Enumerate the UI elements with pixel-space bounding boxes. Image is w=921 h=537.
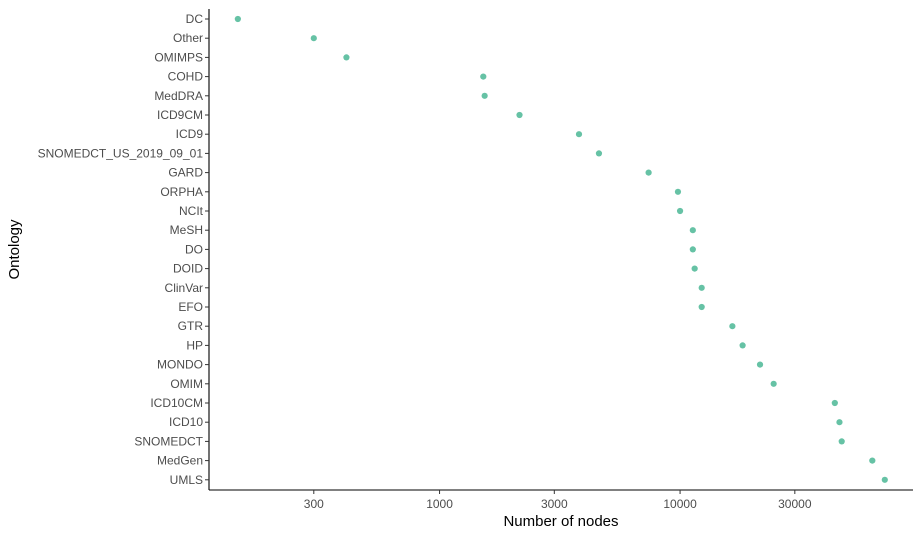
x-tick-label: 30000: [778, 497, 812, 511]
y-tick-label: ICD9CM: [157, 108, 203, 122]
data-point: [516, 111, 523, 119]
y-tick-label: GARD: [168, 166, 203, 180]
y-tick-label: DO: [185, 242, 203, 256]
data-point: [831, 399, 838, 407]
data-point: [838, 438, 845, 445]
data-point: [836, 419, 843, 426]
data-point: [698, 303, 705, 311]
y-tick-label: MedGen: [157, 454, 203, 468]
data-point: [756, 361, 764, 368]
y-tick-label: ORPHA: [160, 185, 203, 199]
x-tick-label: 1000: [426, 497, 453, 511]
x-axis-title: Number of nodes: [503, 513, 618, 530]
data-point: [739, 342, 746, 349]
data-point: [698, 284, 705, 291]
data-point: [674, 188, 682, 195]
x-tick-label: 300: [304, 497, 324, 511]
y-tick-label: NCIt: [179, 204, 204, 218]
y-tick-label: DC: [186, 12, 204, 26]
data-point: [869, 457, 876, 464]
data-point: [881, 476, 888, 483]
y-axis: DC Other OMIMPS COHD MedDRA ICD9CM ICD9 SNOMEDC…: [38, 9, 210, 490]
data-point: [310, 35, 317, 42]
y-tick-label: OMIM: [170, 377, 203, 391]
data-point: [480, 73, 487, 80]
data-points: [234, 15, 888, 483]
data-point: [689, 246, 696, 253]
data-point: [234, 15, 241, 23]
data-point: [689, 227, 696, 234]
data-point: [691, 265, 698, 272]
data-point: [575, 131, 583, 138]
y-tick-label: SNOMEDCT_US_2019_09_01: [38, 146, 204, 160]
y-axis-title: Ontology: [6, 219, 23, 280]
y-tick-label: DOID: [173, 262, 203, 276]
x-tick-label: 10000: [663, 497, 697, 511]
y-tick-label: Other: [173, 31, 203, 45]
data-point: [770, 380, 777, 387]
y-tick-label: ClinVar: [165, 281, 203, 295]
y-tick-label: HP: [186, 338, 203, 352]
data-point: [481, 92, 488, 99]
y-tick-label: UMLS: [170, 473, 203, 487]
y-tick-label: SNOMEDCT: [134, 434, 203, 448]
x-tick-label: 3000: [541, 497, 568, 511]
y-tick-label: MeSH: [170, 223, 203, 237]
y-tick-label: ICD9: [176, 127, 204, 141]
y-tick-label: ICD10: [169, 415, 203, 429]
y-tick-label: OMIMPS: [154, 50, 203, 64]
data-point: [676, 207, 684, 215]
data-point: [729, 323, 736, 330]
data-point: [645, 169, 652, 176]
y-tick-label: ICD10CM: [150, 396, 203, 410]
y-tick-label: COHD: [168, 70, 204, 84]
data-point: [343, 54, 350, 61]
y-tick-label: GTR: [178, 319, 204, 333]
y-tick-label: MedDRA: [154, 89, 203, 103]
data-point: [595, 150, 603, 157]
y-tick-label: EFO: [178, 300, 203, 314]
x-axis: 300 1000 3000 10000 30000: [209, 489, 913, 511]
y-tick-label: MONDO: [157, 358, 203, 372]
